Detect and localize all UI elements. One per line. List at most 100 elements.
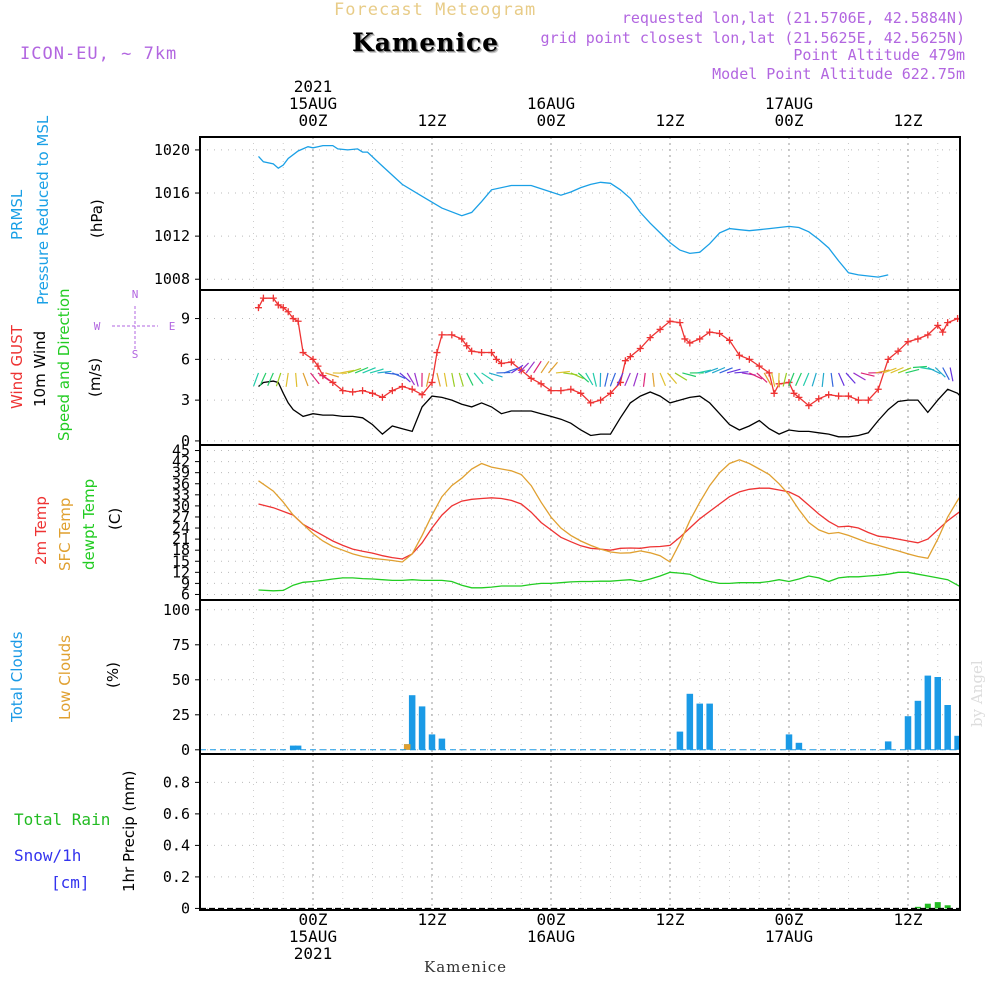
series-line-sfc-temp <box>258 459 960 563</box>
gust-marker <box>795 393 803 401</box>
top-time-label: 00Z <box>775 111 804 130</box>
gust-marker <box>492 355 500 363</box>
wind-arrow <box>275 372 282 387</box>
bar-total-clouds <box>706 703 713 750</box>
bar-total-clouds <box>884 741 892 750</box>
panel-data-2 <box>258 459 960 592</box>
bottom-time-label: 00Z <box>299 910 328 929</box>
y-tick-label: 1008 <box>154 270 190 288</box>
wind-arrow <box>466 372 474 386</box>
wind-arrow <box>347 367 362 374</box>
gust-marker <box>696 335 704 343</box>
wind-arrow <box>609 372 617 387</box>
gust-marker <box>939 328 947 336</box>
y-tick-label: 18 <box>172 541 190 559</box>
wind-arrow <box>362 367 376 374</box>
gust-marker <box>854 396 862 404</box>
gust-marker <box>716 330 724 338</box>
gust-marker <box>284 308 292 316</box>
bottom-time-label: 16AUG <box>527 927 575 946</box>
gust-marker <box>790 389 798 397</box>
wind-arrow <box>458 372 464 387</box>
series-line-dewpt-temp <box>258 571 960 592</box>
wind-arrow <box>897 367 912 374</box>
chart-title: Kamenice <box>352 28 500 57</box>
top-time-label: 15AUG <box>289 94 337 113</box>
gust-marker <box>686 339 694 347</box>
point-altitude: Point Altitude 479m <box>793 46 965 64</box>
gust-marker <box>805 402 813 410</box>
wind-arrow <box>912 365 927 369</box>
gust-marker <box>309 355 317 363</box>
gust-marker <box>458 335 466 343</box>
bar-total-clouds <box>904 716 912 750</box>
gust-marker <box>894 347 902 355</box>
panel-0: 1008 1012 1016 1020 <box>154 136 961 291</box>
y-tick-label: 33 <box>172 486 190 504</box>
gust-marker <box>745 355 753 363</box>
y-tick-label: 50 <box>172 671 190 689</box>
gust-marker <box>418 391 426 399</box>
wind-arrow <box>782 372 788 387</box>
panel-frame <box>199 599 961 755</box>
series-line-prmsl <box>258 144 889 278</box>
wind-arrow <box>890 366 904 374</box>
y-tick-label: 39 <box>172 464 190 482</box>
y-tick-label: 0 <box>181 741 190 759</box>
panel-4: 0 0.2 0.4 0.6 0.8 <box>163 753 961 917</box>
wind-arrow <box>830 372 834 387</box>
wind-arrow <box>259 372 267 386</box>
chart-subtitle: Forecast Meteogram <box>334 0 537 20</box>
y-tick-label: 1012 <box>154 227 190 245</box>
wind-arrow <box>302 372 309 387</box>
wind-arrow <box>875 369 890 374</box>
wind-arrow <box>377 370 392 374</box>
bottom-time-label: 00Z <box>775 910 804 929</box>
panel-3: 0 25 50 75 100 <box>163 599 961 759</box>
gust-marker <box>463 342 471 350</box>
model-altitude: Model Point Altitude 622.75m <box>712 65 965 83</box>
gust-marker <box>974 329 981 336</box>
gust-marker <box>934 321 942 329</box>
wind-arrow <box>585 372 594 386</box>
y-tick-label: 6 <box>181 585 190 603</box>
panel-data-3 <box>200 675 960 751</box>
gust-marker <box>294 317 302 325</box>
gust-marker <box>706 328 714 336</box>
wind-arrow <box>592 372 597 387</box>
wind-arrow <box>726 368 741 374</box>
wind-arrow <box>451 372 456 387</box>
gust-marker <box>259 294 267 302</box>
gust-marker <box>279 304 287 312</box>
gust-marker <box>864 396 872 404</box>
bar-total-clouds <box>438 738 446 750</box>
bar-total-clouds <box>294 745 302 750</box>
wind-arrow <box>503 367 518 374</box>
gust-marker <box>349 388 357 396</box>
gust-marker <box>621 357 629 365</box>
grid-lonlat: grid point closest lon,lat (21.5625E, 42… <box>540 29 965 47</box>
wind-arrow <box>659 372 667 387</box>
bar-total-clouds <box>954 735 960 750</box>
gust-marker <box>626 353 634 361</box>
wind-arrow <box>570 372 584 380</box>
gust-marker <box>478 349 486 357</box>
y-tick-label: 36 <box>172 475 190 493</box>
gust-marker <box>914 335 922 343</box>
wind-arrow <box>633 372 639 387</box>
wind-arrow <box>682 372 697 378</box>
gust-marker <box>735 351 743 359</box>
panel-data-0 <box>258 144 889 278</box>
wind-arrow <box>749 372 763 380</box>
wind-arrow <box>883 367 897 374</box>
gust-marker <box>468 347 476 355</box>
wind-arrow <box>616 372 624 386</box>
gust-marker <box>438 331 446 339</box>
y-tick-label: 0.2 <box>163 868 190 886</box>
wind-arrow <box>642 372 646 387</box>
bar-total-clouds <box>696 703 703 750</box>
gust-marker <box>646 334 654 342</box>
panel-1: 0 3 6 9 <box>181 289 981 450</box>
wind-arrow <box>802 372 810 387</box>
